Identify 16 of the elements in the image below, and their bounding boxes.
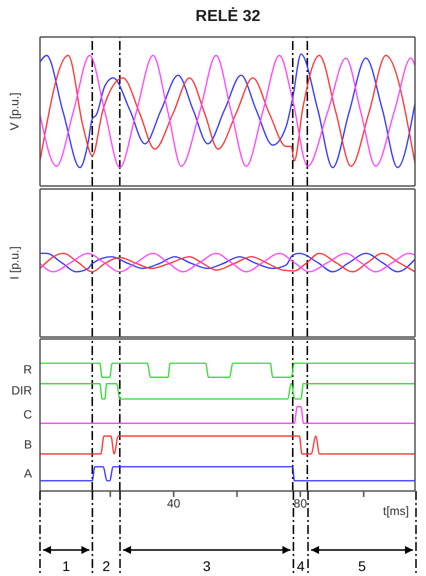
series-label: C [23, 408, 32, 422]
series-label: B [24, 438, 32, 452]
text: 5 [358, 558, 366, 574]
text: 2 [102, 558, 110, 574]
text: 3 [202, 558, 211, 574]
series-label: R [23, 362, 32, 376]
x-tick-label: 80 [294, 496, 308, 511]
y-axis-title: I [p.u.] [7, 246, 22, 280]
series-label: DIR [11, 384, 32, 398]
text: 1 [62, 558, 70, 574]
chart-title: RELĖ 32 [194, 8, 262, 26]
x-axis-title: t[ms] [383, 504, 409, 518]
y-axis-title: V [p.u.] [7, 92, 22, 131]
x-tick-label: 40 [166, 496, 181, 511]
text: 4 [296, 558, 305, 574]
series-label: A [24, 466, 32, 481]
